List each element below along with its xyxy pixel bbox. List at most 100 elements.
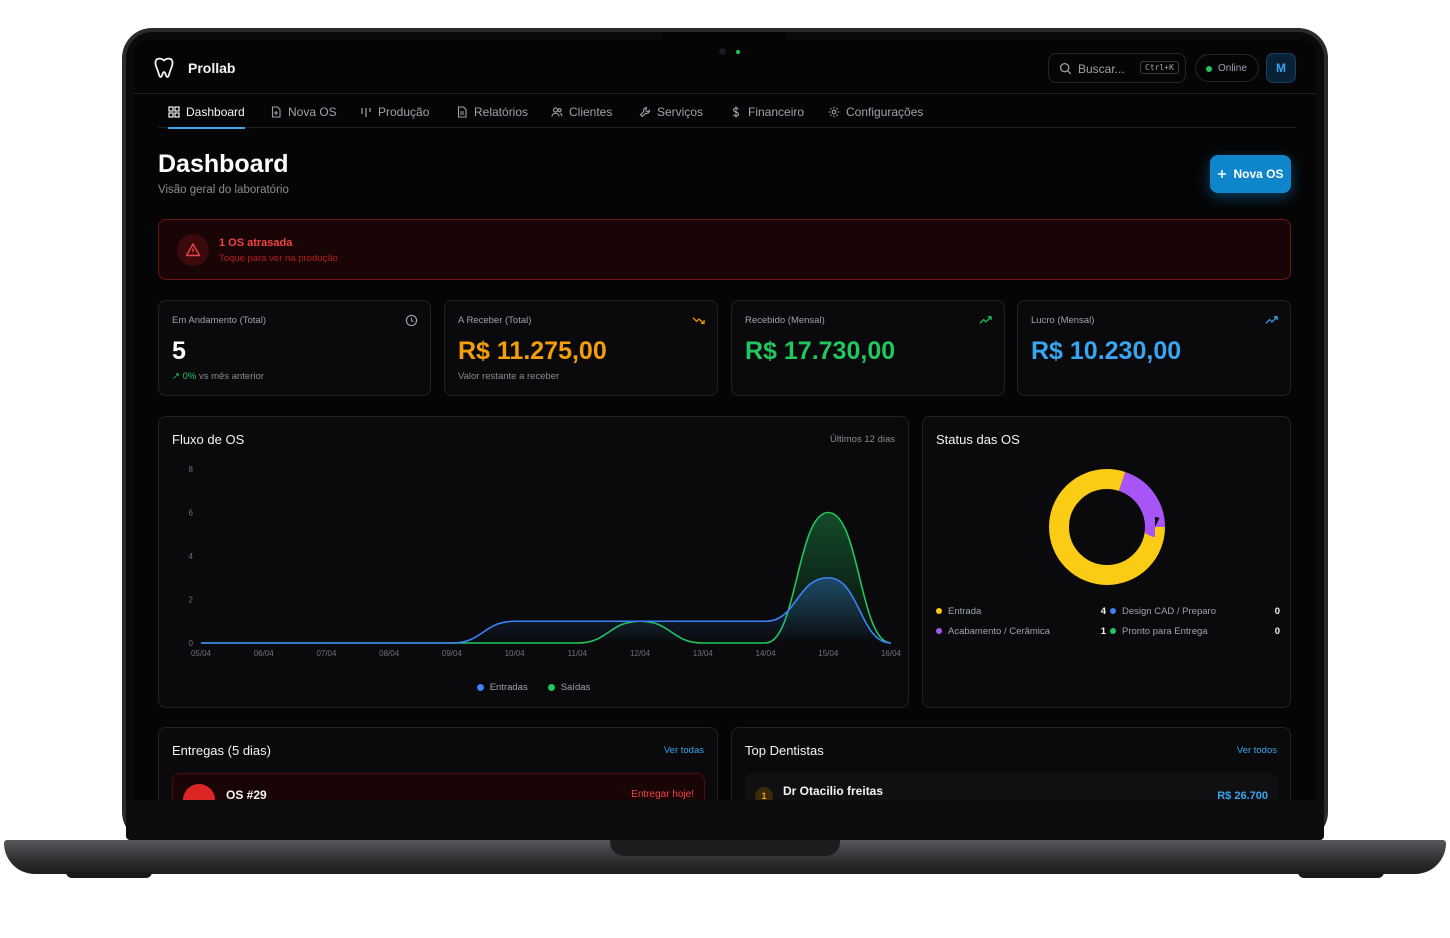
- users-icon: [551, 106, 563, 117]
- flow-chart-range: Últimos 12 dias: [830, 434, 895, 445]
- kpi-card-lucro: Lucro (Mensal) R$ 10.230,00: [1017, 300, 1291, 396]
- trending-up-icon: [979, 316, 992, 324]
- gear-icon: [828, 106, 840, 117]
- kpi-value: R$ 17.730,00: [745, 337, 896, 365]
- tab-clientes[interactable]: Clientes: [551, 95, 612, 128]
- kpi-value: 5: [172, 337, 186, 365]
- deliveries-see-all-link[interactable]: Ver todas: [663, 745, 704, 756]
- app-title: Prollab: [188, 60, 236, 76]
- status-label: Pronto para Entrega: [1122, 625, 1208, 637]
- avatar[interactable]: M: [1266, 53, 1296, 83]
- y-tick-label: 6: [189, 509, 194, 518]
- legend-dot-icon: [547, 684, 555, 691]
- search-box[interactable]: Buscar... Ctrl+K: [1048, 53, 1186, 83]
- search-placeholder: Buscar...: [1078, 62, 1125, 76]
- deliveries-card: Entregas (5 dias) Ver todas OS #29 Entre…: [158, 727, 718, 800]
- trend-text: vs mês anterior: [198, 371, 264, 382]
- status-donut-chart: [1049, 469, 1165, 585]
- tab-configuracoes[interactable]: Configurações: [828, 95, 923, 128]
- dollar-icon: [732, 106, 740, 117]
- flow-chart-legend: Entradas Saídas: [159, 682, 908, 693]
- page-title: Dashboard: [158, 150, 289, 178]
- app-screen: Prollab Buscar... Ctrl+K Online M Dashbo…: [134, 40, 1316, 800]
- main-nav: Dashboard Nova OS Produção Relatórios Cl…: [158, 95, 1296, 129]
- status-label: Entrada: [948, 605, 982, 617]
- active-tab-indicator: [168, 127, 245, 129]
- status-row-entrada: Entrada 4: [936, 601, 1106, 621]
- kpi-trend: ↗ 0% vs mês anterior: [172, 371, 264, 382]
- y-tick-label: 0: [189, 639, 194, 648]
- status-dot-icon: [936, 608, 942, 614]
- tab-financeiro[interactable]: Financeiro: [730, 95, 804, 128]
- status-label: Acabamento / Cerâmica: [948, 625, 1050, 637]
- x-tick-label: 13/04: [693, 649, 714, 658]
- status-text: Online: [1218, 63, 1247, 74]
- kpi-card-recebido: Recebido (Mensal) R$ 17.730,00: [731, 300, 1005, 396]
- kpi-label: Em Andamento (Total): [172, 315, 266, 326]
- status-dot-icon: [1110, 608, 1116, 614]
- tab-label: Serviços: [657, 104, 704, 119]
- laptop-opening-notch: [610, 840, 840, 856]
- x-tick-label: 06/04: [254, 649, 275, 658]
- x-tick-label: 09/04: [442, 649, 463, 658]
- kpi-label: Lucro (Mensal): [1031, 315, 1095, 326]
- warning-icon: [185, 243, 201, 257]
- tab-dashboard[interactable]: Dashboard: [168, 95, 245, 129]
- alert-subtitle: Toque para ver na produção: [219, 253, 338, 264]
- tab-nova-os[interactable]: Nova OS: [270, 95, 337, 128]
- x-tick-label: 16/04: [881, 649, 902, 658]
- kpi-label: Recebido (Mensal): [745, 315, 825, 326]
- tab-servicos[interactable]: Serviços: [639, 95, 703, 128]
- top-bar: Prollab Buscar... Ctrl+K Online M: [134, 40, 1316, 94]
- status-count: 0: [1274, 625, 1280, 637]
- delivery-status: Entregar hoje!: [631, 789, 694, 800]
- status-legend-col: Design CAD / Preparo 0 Pronto para Entre…: [1110, 601, 1280, 641]
- delivery-os-number: OS #29: [226, 788, 267, 800]
- dentist-item[interactable]: 1 Dr Otacilio freitas R$ 26.700: [745, 773, 1278, 800]
- alert-icon-wrap: [177, 234, 209, 266]
- delivery-date-badge: [183, 784, 215, 800]
- x-tick-label: 10/04: [505, 649, 526, 658]
- x-tick-label: 07/04: [316, 649, 337, 658]
- status-card: Status das OS Entrada 4 Acabamento / Cer…: [922, 416, 1291, 708]
- flow-chart-title: Fluxo de OS: [172, 432, 245, 447]
- status-dot-icon: [1110, 628, 1116, 634]
- new-os-button[interactable]: Nova OS: [1210, 155, 1291, 193]
- kpi-card-em-andamento: Em Andamento (Total) 5 ↗ 0% vs mês anter…: [158, 300, 431, 396]
- y-tick-label: 2: [189, 596, 194, 605]
- search-icon: [1059, 62, 1072, 75]
- donut-slice: [1049, 469, 1165, 585]
- kpi-card-a-receber: A Receber (Total) R$ 11.275,00 Valor res…: [444, 300, 718, 396]
- tab-producao[interactable]: Produção: [360, 95, 429, 128]
- wrench-icon: [639, 106, 651, 117]
- screen-bottom-bezel: [126, 800, 1324, 840]
- y-tick-label: 4: [189, 552, 194, 561]
- camera-icon: [719, 48, 726, 55]
- trend-value: 0%: [182, 371, 197, 382]
- status-card-title: Status das OS: [936, 432, 1020, 447]
- legend-dot-icon: [476, 684, 484, 691]
- trending-down-icon: [692, 317, 705, 324]
- dentist-value: R$ 26.700: [1217, 790, 1268, 800]
- tooth-logo-icon: [154, 57, 174, 78]
- delivery-item[interactable]: OS #29 Entregar hoje!: [172, 773, 705, 800]
- flow-chart: 0 2 4 6 8 05/04 06/04 07/04 08/04 09/04 10/04 11/04…: [189, 465, 902, 658]
- tab-label: Nova OS: [288, 104, 337, 119]
- file-text-icon: [457, 105, 467, 118]
- kpi-value: R$ 10.230,00: [1031, 337, 1182, 365]
- page-subtitle: Visão geral do laboratório: [158, 184, 289, 196]
- dentists-see-all-link[interactable]: Ver todos: [1236, 745, 1277, 756]
- x-tick-label: 14/04: [756, 649, 777, 658]
- top-dentists-title: Top Dentistas: [745, 743, 824, 758]
- x-tick-label: 08/04: [379, 649, 400, 658]
- series-line-entradas: [201, 576, 892, 644]
- status-count: 4: [1100, 605, 1106, 617]
- legend-item-saidas: Saídas: [547, 682, 590, 693]
- tab-relatorios[interactable]: Relatórios: [456, 95, 528, 128]
- dentist-name: Dr Otacilio freitas: [783, 784, 884, 798]
- overdue-alert[interactable]: 1 OS atrasada Toque para ver na produção: [158, 219, 1291, 280]
- status-row-acabamento: Acabamento / Cerâmica 1: [936, 621, 1106, 641]
- tab-label: Configurações: [846, 104, 924, 119]
- columns-icon: [361, 107, 371, 117]
- trending-up-icon: [1265, 316, 1278, 324]
